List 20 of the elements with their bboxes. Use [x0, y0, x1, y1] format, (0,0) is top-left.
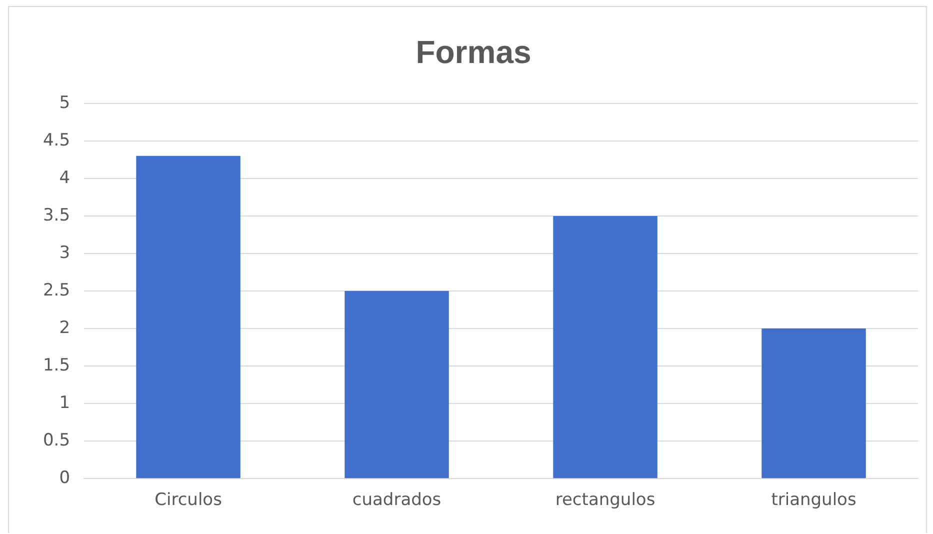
y-tick-label: 4.5: [42, 130, 70, 150]
bar: [762, 328, 866, 478]
bar: [553, 216, 658, 478]
bar: [344, 291, 449, 478]
y-tick-label: 5: [59, 92, 70, 113]
y-tick-label: 2.5: [42, 280, 70, 300]
x-tick-label: triangulos: [771, 490, 856, 510]
chart-title: Formas: [416, 34, 532, 70]
y-tick-label: 3.5: [42, 205, 70, 226]
y-tick-label: 4: [59, 168, 70, 188]
y-tick-label: 2: [59, 318, 70, 338]
x-tick-label: rectangulos: [555, 490, 656, 510]
x-tick-label: cuadrados: [352, 490, 442, 510]
y-tick-label: 3: [59, 242, 70, 263]
y-tick-label: 1: [59, 392, 70, 413]
y-tick-label: 0: [59, 468, 70, 488]
y-tick-label: 1.5: [42, 355, 70, 376]
bar: [136, 156, 240, 478]
x-tick-label: Circulos: [154, 490, 222, 510]
y-tick-label: 0.5: [42, 430, 70, 450]
